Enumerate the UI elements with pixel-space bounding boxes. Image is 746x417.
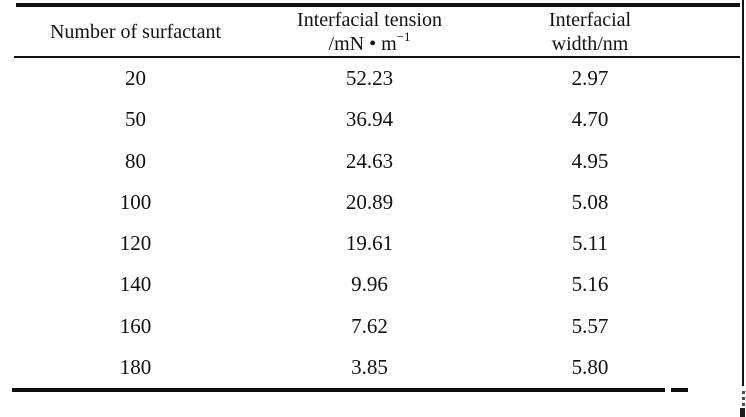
table-header-separator-rule <box>14 56 740 58</box>
unit-prefix: /mN • m <box>328 32 397 55</box>
cell-surfactant-count: 50 <box>125 107 146 132</box>
table-body: 20 52.23 2.97 50 36.94 4.70 80 24.63 4.9… <box>14 58 740 388</box>
table-row: 160 7.62 5.57 <box>14 306 740 347</box>
cell-interfacial-tension: 36.94 <box>345 107 394 132</box>
table-top-rule <box>16 3 740 7</box>
table-row: 100 20.89 5.08 <box>14 182 740 223</box>
cell-interfacial-width: 5.08 <box>571 189 609 214</box>
cell-interfacial-tension: 9.96 <box>351 272 388 297</box>
scan-edge-corner-artifact <box>740 408 745 417</box>
scan-edge-dash-artifact <box>742 391 745 408</box>
cell-interfacial-tension: 52.23 <box>345 66 394 91</box>
column-header-number-of-surfactant: Number of surfactant <box>14 20 257 44</box>
cell-surfactant-count: 20 <box>125 66 146 91</box>
cell-interfacial-width: 5.57 <box>571 313 609 338</box>
table-row: 180 3.85 5.80 <box>14 347 740 388</box>
table-row: 120 19.61 5.11 <box>14 223 740 264</box>
table-header-row: Number of surfactant Interfacial tension… <box>14 7 740 56</box>
cell-interfacial-tension: 20.89 <box>345 189 394 214</box>
cell-interfacial-tension: 7.62 <box>351 313 388 338</box>
header-unit-line: /mN • m−1 <box>257 28 482 56</box>
cell-interfacial-tension: 3.85 <box>351 354 388 379</box>
cell-surfactant-count: 180 <box>119 354 152 379</box>
header-text: width/nm <box>551 32 629 55</box>
cell-surfactant-count: 80 <box>125 148 146 173</box>
unit-exponent: −1 <box>396 28 411 44</box>
column-header-interfacial-width: Interfacial width/nm <box>482 8 698 56</box>
cell-interfacial-width: 4.95 <box>571 148 609 173</box>
header-text: Interfacial tension <box>297 8 442 31</box>
cell-interfacial-width: 4.70 <box>571 107 609 132</box>
cell-interfacial-tension: 19.61 <box>345 231 394 256</box>
header-text: Interfacial <box>548 8 632 31</box>
cell-interfacial-tension: 24.63 <box>345 148 394 173</box>
table-row: 20 52.23 2.97 <box>14 58 740 99</box>
cell-surfactant-count: 140 <box>119 272 152 297</box>
table-bottom-rule-dash <box>671 388 688 392</box>
scan-edge-line-artifact <box>742 0 744 386</box>
cell-surfactant-count: 160 <box>119 313 152 338</box>
cell-interfacial-width: 5.11 <box>572 231 608 256</box>
table-row: 140 9.96 5.16 <box>14 264 740 305</box>
table-row: 50 36.94 4.70 <box>14 99 740 140</box>
cell-surfactant-count: 120 <box>119 231 152 256</box>
header-text: Number of surfactant <box>49 20 222 43</box>
column-header-interfacial-tension: Interfacial tension /mN • m−1 <box>257 8 482 56</box>
cell-interfacial-width: 5.80 <box>571 354 609 379</box>
cell-interfacial-width: 5.16 <box>571 272 609 297</box>
cell-surfactant-count: 100 <box>119 189 152 214</box>
table-bottom-rule <box>12 388 665 392</box>
cell-interfacial-width: 2.97 <box>571 66 609 91</box>
table-row: 80 24.63 4.95 <box>14 141 740 182</box>
